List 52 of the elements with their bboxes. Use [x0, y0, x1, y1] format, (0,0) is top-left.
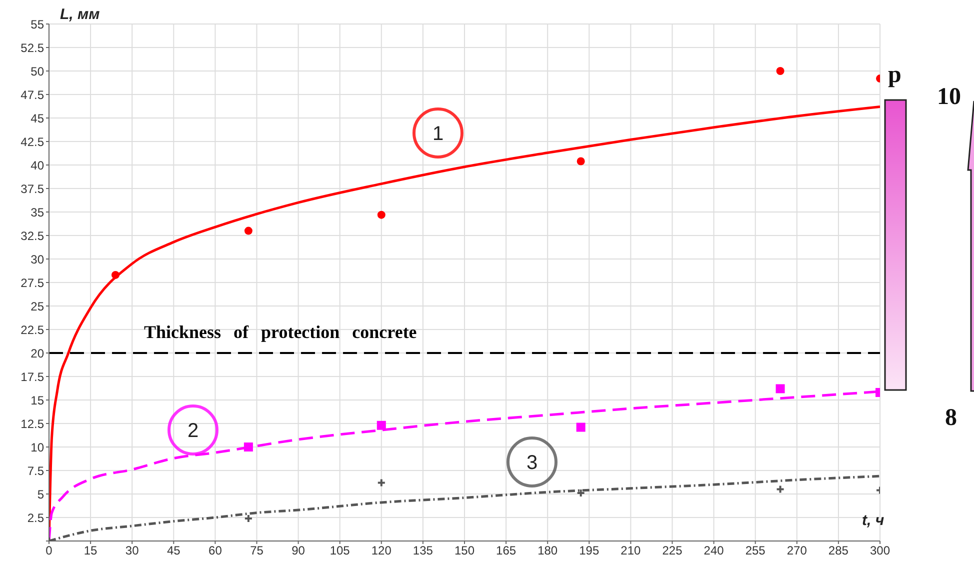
text: 8 [945, 405, 957, 432]
y-tick-label: 35 [30, 205, 44, 220]
text: 10 [937, 84, 961, 111]
x-axis-title: t, ч [862, 512, 884, 529]
x-tick-label: 75 [250, 544, 264, 558]
x-tick-label: 240 [704, 544, 724, 558]
x-tick-label: 150 [454, 544, 475, 558]
y-tick-label: 40 [30, 158, 44, 172]
y-tick-label: 2.5 [27, 510, 44, 525]
x-tick-label: 105 [330, 544, 350, 558]
y-tick-label: 10 [30, 440, 44, 454]
y-tick-label: 52.5 [20, 40, 44, 55]
y-tick-label: 47.5 [20, 88, 44, 102]
y-tick-label: 45 [30, 111, 44, 126]
x-tick-label: 210 [620, 544, 642, 558]
x-tick-label: 0 [46, 544, 53, 558]
y-tick-label: 30 [30, 252, 44, 266]
x-tick-label: 135 [412, 544, 434, 558]
y-tick-label: 12.5 [20, 416, 44, 431]
y-tick-label: 25 [30, 299, 44, 314]
annotation: 3 [526, 452, 538, 474]
x-tick-label: 300 [870, 544, 890, 558]
x-tick-label: 30 [125, 544, 140, 558]
y-tick-label: 5 [37, 487, 44, 502]
x-tick-label: 15 [84, 544, 98, 558]
annotation: 1 [432, 123, 444, 145]
y-tick-label: 42.5 [20, 134, 44, 149]
x-tick-label: 120 [371, 544, 392, 558]
y-tick-label: 32.5 [20, 228, 44, 243]
x-tick-label: 180 [538, 544, 558, 558]
x-tick-label: 255 [745, 544, 766, 558]
x-tick-label: 60 [208, 544, 222, 558]
x-tick-label: 225 [662, 544, 683, 558]
y-tick-label: 15 [30, 393, 44, 408]
y-tick-label: 27.5 [20, 276, 44, 290]
x-tick-label: 195 [579, 544, 600, 558]
y-tick-label: 22.5 [20, 322, 44, 337]
x-tick-label: 270 [786, 544, 808, 558]
y-tick-label: 50 [30, 64, 44, 78]
x-tick-label: 90 [292, 544, 306, 558]
y-tick-label: 55 [30, 17, 44, 32]
x-tick-label: 285 [828, 544, 849, 558]
ref-line-label: Thickness of protection concrete [144, 322, 417, 342]
text: p [888, 62, 902, 89]
x-tick-label: 45 [166, 544, 181, 558]
y-tick-label: 7.5 [27, 464, 44, 478]
annotation: 2 [187, 420, 199, 442]
y-tick-label: 20 [30, 346, 44, 360]
x-tick-label: 165 [496, 544, 516, 558]
y-axis-title: L, мм [60, 6, 100, 23]
y-tick-label: 17.5 [20, 370, 44, 384]
y-tick-label: 37.5 [20, 182, 44, 196]
